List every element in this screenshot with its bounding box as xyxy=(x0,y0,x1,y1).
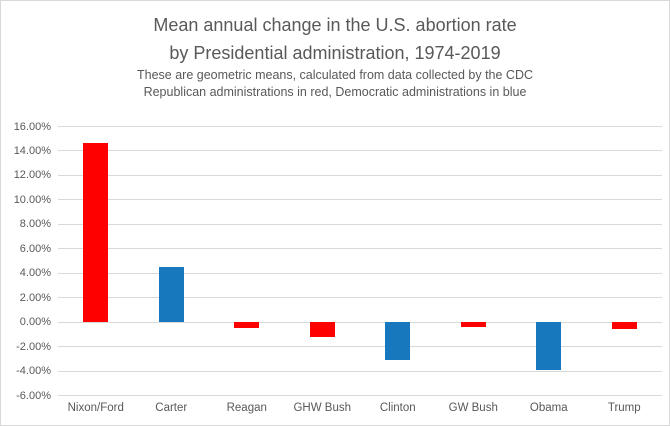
bar-ghw-bush xyxy=(310,322,335,337)
y-axis-tick-label: 8.00% xyxy=(19,218,51,231)
chart-subtitle-line-1: These are geometric means, calculated fr… xyxy=(136,68,534,82)
y-axis-tick-label: -6.00% xyxy=(16,389,51,402)
chart-subtitle: These are geometric means, calculated fr… xyxy=(1,67,669,101)
gridline-12.00% xyxy=(58,175,662,176)
y-axis-tick-label: 4.00% xyxy=(19,267,51,280)
y-axis-tick-label: -2.00% xyxy=(16,340,51,353)
x-axis-label-nixon-ford: Nixon/Ford xyxy=(67,402,124,414)
gridline-8.00% xyxy=(58,224,662,225)
chart-title: Mean annual change in the U.S. abortion … xyxy=(1,11,669,67)
gridline-16.00% xyxy=(58,126,662,127)
y-axis-tick-label: 2.00% xyxy=(19,291,51,304)
bar-obama xyxy=(536,322,561,370)
gridline-4.00% xyxy=(58,273,662,274)
bar-carter xyxy=(159,267,184,322)
gridline-0.00% xyxy=(58,322,662,323)
gridline--6.00% xyxy=(58,395,662,396)
y-axis-tick-label: -4.00% xyxy=(16,365,51,378)
gridline-2.00% xyxy=(58,297,662,298)
bar-trump xyxy=(612,322,637,329)
gridline-10.00% xyxy=(58,199,662,200)
bar-reagan xyxy=(234,322,259,328)
x-axis-label-gw-bush: GW Bush xyxy=(448,402,498,414)
x-axis-label-reagan: Reagan xyxy=(226,402,267,414)
bar-clinton xyxy=(385,322,410,360)
gridline--4.00% xyxy=(58,371,662,372)
x-axis-label-ghw-bush: GHW Bush xyxy=(293,402,352,414)
x-axis-label-carter: Carter xyxy=(155,402,188,414)
gridline--2.00% xyxy=(58,346,662,347)
y-axis-tick-label: 0.00% xyxy=(19,316,51,329)
chart-title-line-2: by Presidential administration, 1974-201… xyxy=(169,43,501,63)
bar-nixon-ford xyxy=(83,143,108,322)
y-axis-tick-label: 6.00% xyxy=(19,242,51,255)
y-axis-tick-label: 12.00% xyxy=(13,169,51,182)
x-axis-label-trump: Trump xyxy=(607,402,641,414)
y-axis-tick-label: 16.00% xyxy=(13,120,51,133)
gridline-14.00% xyxy=(58,150,662,151)
bar-gw-bush xyxy=(461,322,486,327)
chart-subtitle-line-2: Republican administrations in red, Democ… xyxy=(143,85,527,99)
y-axis-tick-label: 14.00% xyxy=(13,144,51,157)
y-axis-tick-label: 10.00% xyxy=(13,193,51,206)
chart-title-line-1: Mean annual change in the U.S. abortion … xyxy=(153,15,517,35)
x-axis-label-obama: Obama xyxy=(529,402,568,414)
gridline-6.00% xyxy=(58,248,662,249)
x-axis-label-clinton: Clinton xyxy=(379,402,416,414)
